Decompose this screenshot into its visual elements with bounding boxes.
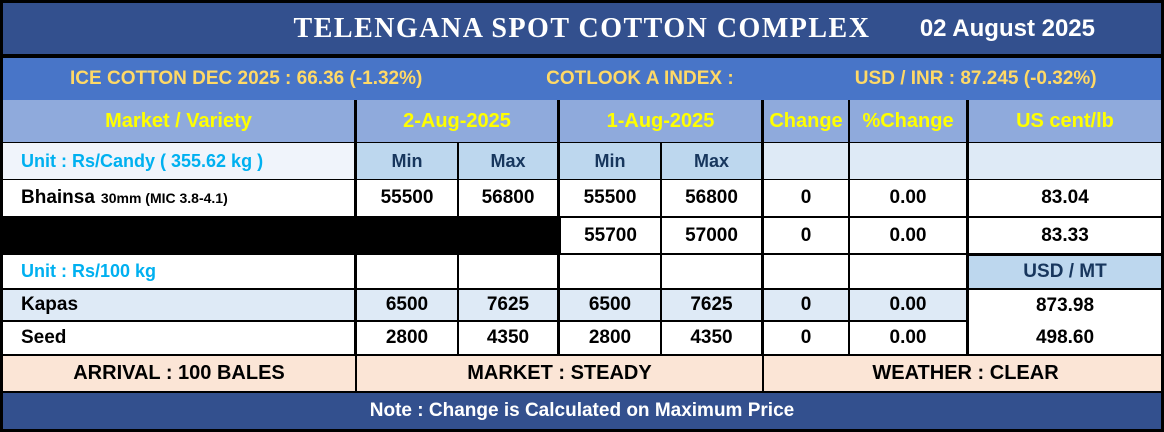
header-us-cent-lb: US cent/lb — [969, 100, 1161, 143]
weather-status: WEATHER : CLEAR — [764, 356, 1161, 393]
price-cell: 4350 — [662, 322, 764, 356]
price-cell: 2800 — [560, 322, 662, 356]
note-text: Note : Change is Calculated on Maximum P… — [369, 400, 795, 421]
subheader-row: Unit : Rs/Candy ( 355.62 kg ) Min Max Mi… — [3, 143, 1161, 180]
price-cell: 55700 — [560, 218, 662, 255]
empty-cell — [459, 255, 560, 290]
variety-name: Seed — [3, 322, 357, 356]
subheader-min-1: Min — [357, 143, 459, 180]
usd-mt-cell: 498.60 — [969, 322, 1161, 356]
price-cell: 7625 — [662, 290, 764, 322]
price-cell: 7625 — [459, 290, 560, 322]
variety-label: Bhainsa — [21, 187, 95, 208]
arrival-status: ARRIVAL : 100 BALES — [3, 356, 357, 393]
empty-cell — [764, 143, 850, 180]
change-cell: 0 — [764, 322, 850, 356]
variety-name: Kapas — [3, 290, 357, 322]
empty-cell — [662, 255, 764, 290]
percent-change-cell: 0.00 — [850, 290, 969, 322]
title-bar: TELENGANA SPOT COTTON COMPLEX 02 August … — [3, 3, 1161, 58]
empty-cell — [850, 143, 969, 180]
table-header-row: Market / Variety 2-Aug-2025 1-Aug-2025 C… — [3, 100, 1161, 143]
subheader-max-1: Max — [459, 143, 560, 180]
unit-candy-label: Unit : Rs/Candy ( 355.62 kg ) — [3, 143, 357, 180]
us-cent-cell: 83.33 — [969, 218, 1161, 255]
note-bar: Note : Change is Calculated on Maximum P… — [3, 393, 1161, 429]
status-strip: ARRIVAL : 100 BALES MARKET : STEADY WEAT… — [3, 356, 1161, 393]
report-date: 02 August 2025 — [919, 14, 1095, 42]
ice-cotton-quote: ICE COTTON DEC 2025 : 66.36 (-1.32%) — [70, 68, 423, 89]
market-status: MARKET : STEADY — [357, 356, 764, 393]
percent-change-cell: 0.00 — [850, 180, 969, 218]
unit-100kg-row: Unit : Rs/100 kg USD / MT — [3, 255, 1161, 290]
empty-cell — [560, 255, 662, 290]
empty-cell — [969, 143, 1161, 180]
subheader-min-2: Min — [560, 143, 662, 180]
percent-change-cell: 0.00 — [850, 218, 969, 255]
variety-spec: 30mm (MIC 3.8-4.1) — [100, 190, 228, 206]
usd-mt-header: USD / MT — [969, 255, 1161, 290]
price-cell: 55500 — [560, 180, 662, 218]
empty-cell — [357, 255, 459, 290]
header-date-2: 1-Aug-2025 — [560, 100, 764, 143]
table-row-redacted: 55700 57000 0 0.00 83.33 — [3, 218, 1161, 255]
page-title: TELENGANA SPOT COTTON COMPLEX — [293, 12, 871, 44]
header-change: Change — [764, 100, 850, 143]
unit-100kg-label: Unit : Rs/100 kg — [3, 255, 357, 290]
header-percent-change: %Change — [850, 100, 969, 143]
price-cell: 56800 — [662, 180, 764, 218]
price-cell: 4350 — [459, 322, 560, 356]
variety-name: Bhainsa 30mm (MIC 3.8-4.1) — [3, 180, 357, 218]
table-row-bhainsa: Bhainsa 30mm (MIC 3.8-4.1) 55500 56800 5… — [3, 180, 1161, 218]
price-cell: 55500 — [357, 180, 459, 218]
variety-label: Seed — [21, 327, 67, 348]
percent-change-cell: 0.00 — [850, 322, 969, 356]
cotlook-index-label: COTLOOK A INDEX : — [546, 68, 734, 89]
table-row-kapas: Kapas 6500 7625 6500 7625 0 0.00 873.98 — [3, 290, 1161, 322]
price-cell: 56800 — [459, 180, 560, 218]
us-cent-cell: 83.04 — [969, 180, 1161, 218]
change-cell: 0 — [764, 180, 850, 218]
usd-mt-cell: 873.98 — [969, 290, 1161, 322]
price-cell: 57000 — [662, 218, 764, 255]
usd-inr-quote: USD / INR : 87.245 (-0.32%) — [854, 68, 1097, 89]
empty-cell — [764, 255, 850, 290]
empty-cell — [850, 255, 969, 290]
redacted-cell — [3, 218, 560, 255]
price-cell: 2800 — [357, 322, 459, 356]
table-row-seed: Seed 2800 4350 2800 4350 0 0.00 498.60 — [3, 322, 1161, 356]
change-cell: 0 — [764, 218, 850, 255]
price-cell: 6500 — [357, 290, 459, 322]
header-date-1: 2-Aug-2025 — [357, 100, 560, 143]
header-market-variety: Market / Variety — [3, 100, 357, 143]
subheader-max-2: Max — [662, 143, 764, 180]
ticker-bar: ICE COTTON DEC 2025 : 66.36 (-1.32%) COT… — [3, 58, 1161, 100]
price-cell: 6500 — [560, 290, 662, 322]
variety-label: Kapas — [21, 294, 79, 315]
change-cell: 0 — [764, 290, 850, 322]
